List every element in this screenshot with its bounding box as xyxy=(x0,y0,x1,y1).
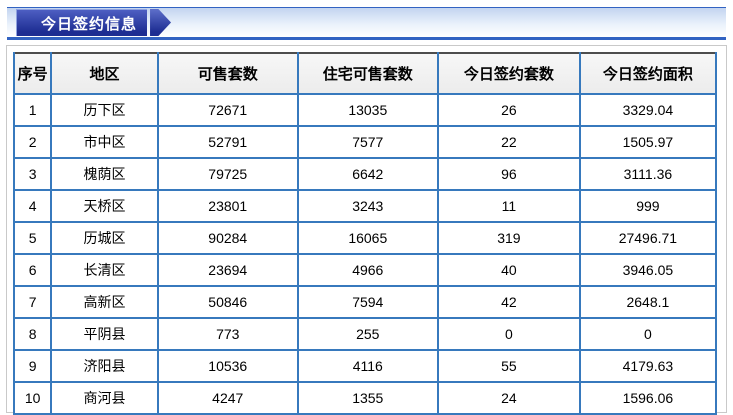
table-cell: 23801 xyxy=(156,189,299,223)
table-cell: 50846 xyxy=(156,285,299,319)
table-cell: 4966 xyxy=(296,253,439,287)
table-cell: 济阳县 xyxy=(50,349,159,383)
table-row: 2 市中区 52791 7577 22 1505.97 xyxy=(12,125,718,159)
table-cell: 商河县 xyxy=(50,381,159,415)
section-tab-signing-info[interactable]: 今日签约信息 xyxy=(16,9,172,36)
table-row: 7 高新区 50846 7594 42 2648.1 xyxy=(12,285,718,319)
column-header: 地区 xyxy=(50,53,159,95)
table-cell: 高新区 xyxy=(50,285,159,319)
table-cell: 999 xyxy=(578,189,718,223)
table-cell: 96 xyxy=(436,157,581,191)
table-cell: 23694 xyxy=(156,253,299,287)
table-row: 9 济阳县 10536 4116 55 4179.63 xyxy=(12,349,718,383)
table-cell: 7577 xyxy=(296,125,439,159)
table-cell: 55 xyxy=(436,349,581,383)
table-panel: 序号 地区 可售套数 住宅可售套数 今日签约套数 今日签约面积 1 历下区 72671 1303… xyxy=(6,45,727,415)
table-cell: 26 xyxy=(436,93,581,127)
table-cell: 3111.36 xyxy=(578,157,718,191)
table-cell: 10536 xyxy=(156,349,299,383)
table-cell: 0 xyxy=(578,317,718,351)
table-cell: 3 xyxy=(12,157,53,191)
table-cell: 1596.06 xyxy=(578,381,718,415)
table-header-row: 序号 地区 可售套数 住宅可售套数 今日签约套数 今日签约面积 xyxy=(12,53,718,95)
table-cell: 8 xyxy=(12,317,53,351)
table-cell: 22 xyxy=(436,125,581,159)
table-cell: 4 xyxy=(12,189,53,223)
column-header: 可售套数 xyxy=(156,53,299,95)
table-cell: 42 xyxy=(436,285,581,319)
table-row: 10 商河县 4247 1355 24 1596.06 xyxy=(12,381,718,415)
table-cell: 319 xyxy=(436,221,581,255)
table-cell: 27496.71 xyxy=(578,221,718,255)
table-row: 5 历城区 90284 16065 319 27496.71 xyxy=(12,221,718,255)
table-cell: 9 xyxy=(12,349,53,383)
table-cell: 52791 xyxy=(156,125,299,159)
table-row: 3 槐荫区 79725 6642 96 3111.36 xyxy=(12,157,718,191)
table-cell: 16065 xyxy=(296,221,439,255)
table-row: 1 历下区 72671 13035 26 3329.04 xyxy=(12,93,718,127)
table-cell: 0 xyxy=(436,317,581,351)
table-cell: 13035 xyxy=(296,93,439,127)
table-cell: 5 xyxy=(12,221,53,255)
signing-info-table: 序号 地区 可售套数 住宅可售套数 今日签约套数 今日签约面积 1 历下区 72671 1303… xyxy=(12,52,718,415)
table-cell: 4116 xyxy=(296,349,439,383)
table-cell: 3946.05 xyxy=(578,253,718,287)
table-cell: 3329.04 xyxy=(578,93,718,127)
table-cell: 4179.63 xyxy=(578,349,718,383)
table-cell: 平阴县 xyxy=(50,317,159,351)
table-cell: 24 xyxy=(436,381,581,415)
table-cell: 6642 xyxy=(296,157,439,191)
column-header: 序号 xyxy=(12,53,53,95)
table-cell: 773 xyxy=(156,317,299,351)
table-cell: 1355 xyxy=(296,381,439,415)
table-cell: 1 xyxy=(12,93,53,127)
table-row: 4 天桥区 23801 3243 11 999 xyxy=(12,189,718,223)
table-cell: 长清区 xyxy=(50,253,159,287)
table-cell: 90284 xyxy=(156,221,299,255)
column-header: 今日签约套数 xyxy=(436,53,581,95)
column-header: 今日签约面积 xyxy=(578,53,718,95)
table-row: 6 长清区 23694 4966 40 3946.05 xyxy=(12,253,718,287)
table-cell: 10 xyxy=(12,381,53,415)
table-cell: 3243 xyxy=(296,189,439,223)
table-cell: 40 xyxy=(436,253,581,287)
table-cell: 2 xyxy=(12,125,53,159)
table-body: 1 历下区 72671 13035 26 3329.04 2 市中区 52791 7577 22 15… xyxy=(12,93,718,415)
table-cell: 历下区 xyxy=(50,93,159,127)
table-cell: 1505.97 xyxy=(578,125,718,159)
table-cell: 72671 xyxy=(156,93,299,127)
section-tab-body: 今日签约信息 xyxy=(16,9,148,36)
table-cell: 7594 xyxy=(296,285,439,319)
table-cell: 255 xyxy=(296,317,439,351)
table-cell: 6 xyxy=(12,253,53,287)
table-row: 8 平阴县 773 255 0 0 xyxy=(12,317,718,351)
table-cell: 槐荫区 xyxy=(50,157,159,191)
table-cell: 4247 xyxy=(156,381,299,415)
table-cell: 7 xyxy=(12,285,53,319)
tab-arrow-icon xyxy=(150,9,172,36)
table-cell: 2648.1 xyxy=(578,285,718,319)
table-cell: 市中区 xyxy=(50,125,159,159)
table-cell: 11 xyxy=(436,189,581,223)
section-tab-label: 今日签约信息 xyxy=(41,15,138,33)
column-header: 住宅可售套数 xyxy=(296,53,439,95)
table-cell: 历城区 xyxy=(50,221,159,255)
table-cell: 天桥区 xyxy=(50,189,159,223)
section-header-bar: 今日签约信息 xyxy=(7,7,726,40)
table-cell: 79725 xyxy=(156,157,299,191)
